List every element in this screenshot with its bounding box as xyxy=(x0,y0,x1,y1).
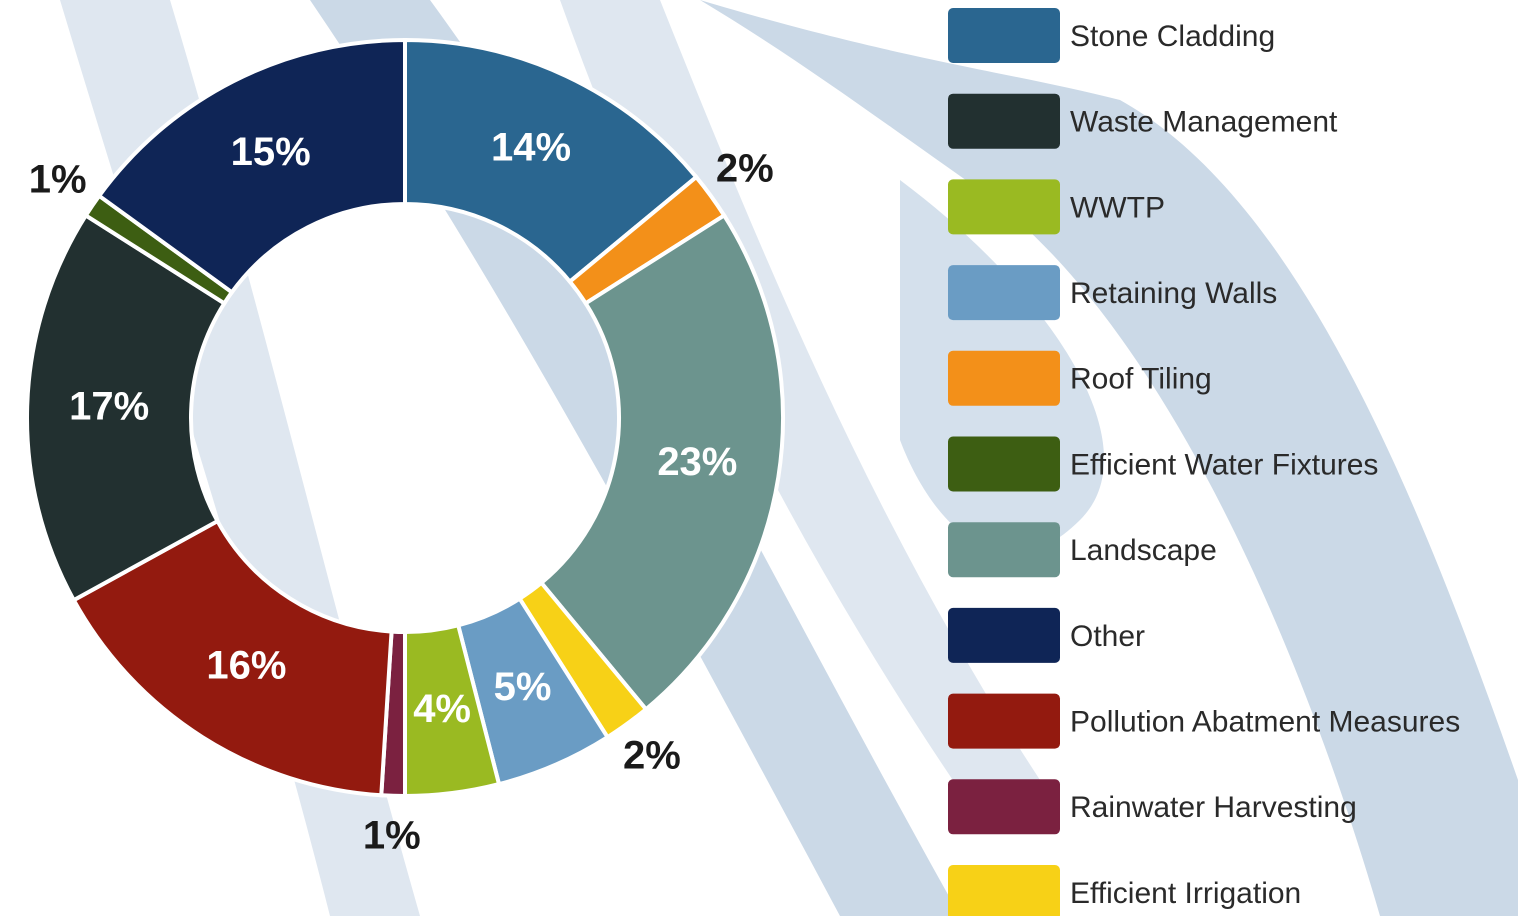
data-label: 2% xyxy=(623,733,681,777)
donut-segment xyxy=(96,37,407,296)
donut-segment xyxy=(403,37,700,285)
data-label: 15% xyxy=(231,130,311,174)
legend-label: Stone Cladding xyxy=(1070,20,1275,53)
legend-swatch xyxy=(948,265,1060,321)
legend-swatch xyxy=(948,607,1060,663)
legend-label: Rainwater Harvesting xyxy=(1070,791,1357,824)
legend-swatch xyxy=(948,93,1060,149)
data-label: 1% xyxy=(29,157,87,201)
legend-swatch xyxy=(948,865,1060,920)
data-label: 17% xyxy=(69,384,149,428)
legend-swatch xyxy=(948,179,1060,235)
legend-label: Waste Management xyxy=(1070,106,1338,139)
data-label: 16% xyxy=(206,643,286,687)
legend-swatch xyxy=(948,522,1060,578)
legend-swatch xyxy=(948,350,1060,406)
legend-swatch xyxy=(948,436,1060,492)
legend-label: Efficient Irrigation xyxy=(1070,877,1301,910)
legend-label: Efficient Water Fixtures xyxy=(1070,448,1378,481)
donut-segment xyxy=(538,212,785,713)
donut-segment xyxy=(71,518,394,798)
data-label: 23% xyxy=(657,440,737,484)
legend-swatch xyxy=(948,693,1060,749)
data-label: 5% xyxy=(494,665,552,709)
donut-segment xyxy=(25,212,228,603)
data-label: 4% xyxy=(413,687,471,731)
legend-label: Retaining Walls xyxy=(1070,277,1277,310)
legend-swatch xyxy=(948,779,1060,835)
legend-label: Roof Tiling xyxy=(1070,363,1212,396)
legend-label: Other xyxy=(1070,620,1145,653)
legend-swatch xyxy=(948,8,1060,63)
legend-label: WWTP xyxy=(1070,191,1165,224)
data-label: 1% xyxy=(363,813,421,857)
legend-label: Landscape xyxy=(1070,534,1217,567)
data-label: 2% xyxy=(716,147,774,191)
legend-label: Pollution Abatment Measures xyxy=(1070,706,1460,739)
data-label: 14% xyxy=(491,126,571,170)
